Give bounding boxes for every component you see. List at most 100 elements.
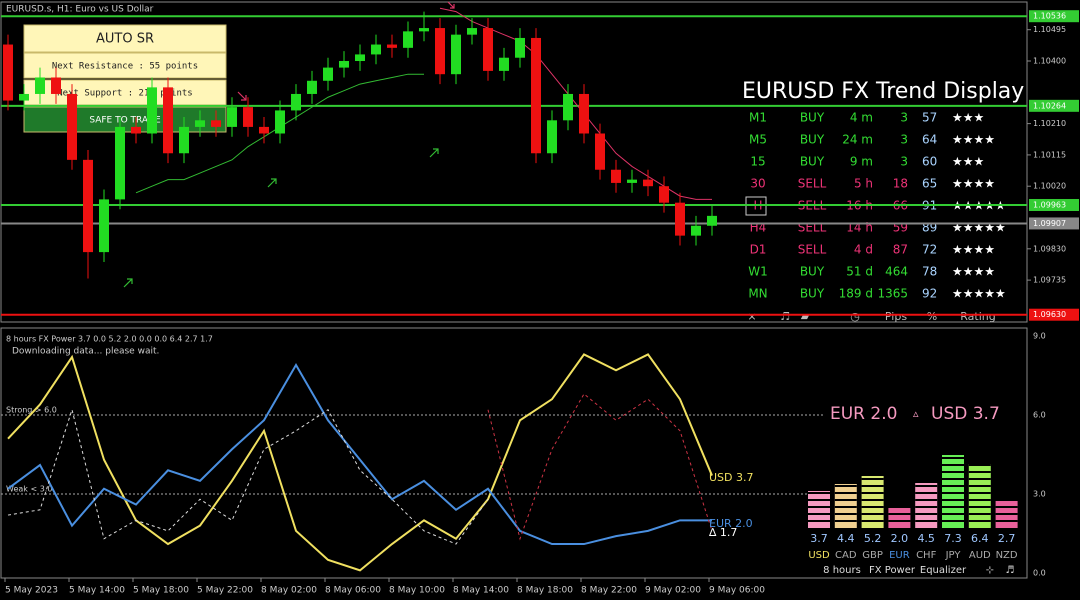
candle-body — [611, 169, 621, 183]
value-label: 4.5 — [917, 532, 935, 545]
y-tick-label: 1.10495 — [1033, 25, 1066, 34]
candle-body — [419, 28, 429, 32]
equalizer-footer: 8 hours — [823, 565, 861, 576]
equalizer-bar — [968, 464, 991, 528]
y-tick-label: 1.10115 — [1033, 150, 1066, 159]
trend-cell: 92 — [922, 287, 937, 301]
candle-body — [595, 133, 605, 170]
x-tick-label: 8 May 10:00 — [389, 586, 445, 596]
sr-box — [23, 24, 227, 53]
trend-cell: 72 — [922, 243, 937, 257]
trend-cell: 9 m — [850, 155, 873, 169]
candle-body — [483, 28, 493, 71]
candle-body — [627, 179, 637, 183]
value-label: 2.0 — [891, 532, 909, 545]
value-label: 5.2 — [864, 532, 882, 545]
candle-body — [675, 202, 685, 236]
legend-label: ∆ 1.7 — [708, 526, 737, 539]
x-tick-label: 5 May 18:00 — [133, 586, 189, 596]
currency-label: EUR — [889, 550, 910, 561]
trend-cell: 3 — [900, 155, 908, 169]
candle-body — [691, 225, 701, 236]
legend-label: EUR 2.0 — [709, 517, 753, 530]
x-tick-label: 5 May 22:00 — [197, 586, 253, 596]
candle-body — [355, 54, 365, 62]
equalizer-bar — [808, 491, 830, 528]
candle-body — [579, 93, 589, 134]
value-label: 4.4 — [837, 532, 855, 545]
level-label: 1.09963 — [1033, 200, 1066, 209]
annotation: Weak < 3.0 — [6, 485, 52, 494]
y-tick-label: 1.10400 — [1033, 57, 1066, 66]
trend-cell: 4 d — [854, 243, 873, 257]
candle-body — [83, 159, 93, 253]
trend-cell: 24 m — [842, 133, 873, 147]
level-tag — [1029, 308, 1079, 321]
y-tick-label: 6.0 — [1033, 411, 1046, 420]
value-label: 7.3 — [944, 532, 962, 545]
trend-cell: BUY — [800, 155, 825, 169]
candle-body — [99, 199, 109, 253]
trend-cell: ★★★★ — [952, 265, 995, 279]
candle-body — [51, 77, 61, 94]
equalizer-bar — [888, 508, 911, 528]
level-label: 1.09630 — [1033, 310, 1066, 319]
sr-resistance: Next Resistance : 55 points — [52, 62, 198, 72]
candle-body — [275, 110, 285, 134]
candle-body — [515, 37, 525, 58]
equalizer-bar — [942, 455, 964, 528]
x-tick-label: 8 May 14:00 — [453, 586, 509, 596]
trend-cell: M1 — [749, 111, 767, 125]
level-label: 1.09907 — [1033, 219, 1066, 228]
y-tick-label: 1.09735 — [1033, 276, 1066, 285]
arrows — [237, 1, 455, 101]
candle-body — [131, 126, 141, 134]
candle-body — [307, 80, 317, 94]
candle-body — [387, 44, 397, 48]
sr-box — [23, 52, 227, 79]
trend-cell: 87 — [893, 243, 908, 257]
sr-status: SAFE TO TRADE — [89, 116, 161, 126]
trend-footer: ♬ — [780, 310, 790, 323]
candle-body — [499, 57, 509, 71]
y-tick-label: 1.10020 — [1033, 182, 1066, 191]
trend-footer: % — [927, 310, 937, 323]
candle-body — [435, 28, 445, 75]
candle-body — [115, 126, 125, 200]
candle-body — [243, 107, 253, 127]
power-line — [7, 407, 489, 545]
y-tick-label: 3.0 — [1033, 490, 1046, 499]
trend-cell: 189 d — [839, 287, 873, 301]
equalizer-footer: ⊹ — [986, 565, 994, 576]
candle-body — [323, 67, 333, 81]
candle-body — [163, 87, 173, 154]
trend-cell: 3 — [900, 133, 908, 147]
current-tf-box — [745, 196, 767, 216]
trend-cell: BUY — [800, 287, 825, 301]
candle-body — [707, 215, 717, 226]
currency-label: CAD — [835, 550, 857, 561]
level-tag — [1029, 198, 1079, 211]
y-tick-label: 9.0 — [1033, 332, 1046, 341]
trend-cell: W1 — [748, 265, 768, 279]
power-line — [7, 362, 712, 546]
candle-body — [547, 120, 557, 154]
trend-cell: 30 — [750, 177, 765, 191]
trend-cell: 51 d — [846, 265, 873, 279]
trend-cell: 15 — [750, 155, 765, 169]
trend-cell: ★★★★ — [952, 133, 995, 147]
value-label: 2.7 — [998, 532, 1016, 545]
trend-cell: 4 m — [850, 111, 873, 125]
panel-subtitle: Downloading data... please wait. — [12, 347, 159, 357]
x-tick-label: 8 May 06:00 — [325, 586, 381, 596]
candle-body — [403, 31, 413, 48]
currency-label: CHF — [916, 550, 937, 561]
sub-frame — [0, 327, 1028, 579]
main-frame — [0, 1, 1028, 323]
trend-cell: 64 — [922, 133, 937, 147]
currency-label: USD — [808, 550, 830, 561]
power-line — [487, 393, 713, 541]
chart-header: EURUSD.s, H1: Euro vs US Dollar — [6, 5, 154, 15]
trend-cell: SELL — [798, 243, 827, 257]
candle-body — [195, 120, 205, 127]
